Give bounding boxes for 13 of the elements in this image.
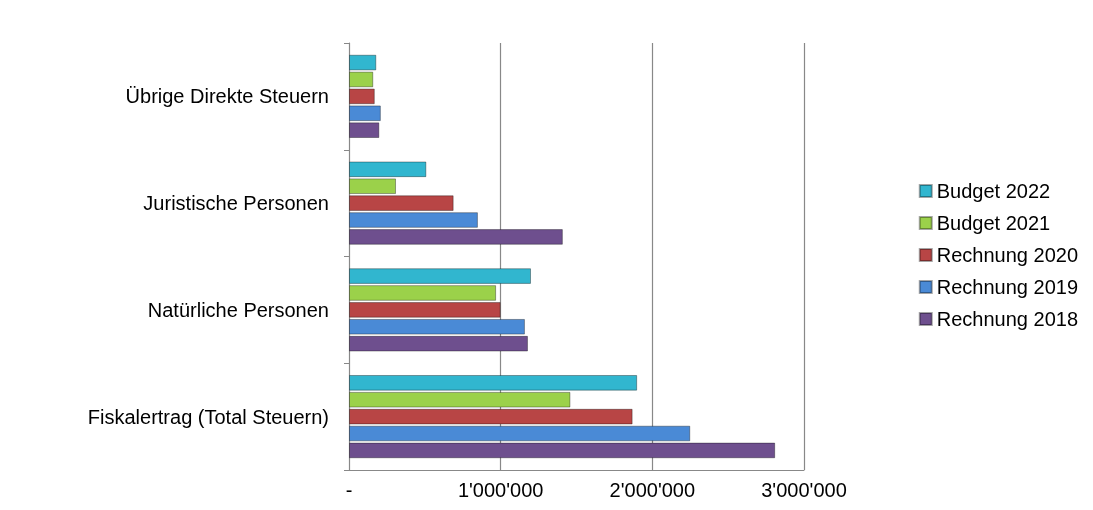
legend-label: Budget 2022 [936,180,1051,202]
legend-label: Rechnung 2019 [936,276,1078,298]
y-tick-label: Übrige Direkte Steuern [125,85,329,108]
legend-label: Budget 2021 [936,212,1051,234]
legend-label: Rechnung 2020 [936,244,1078,266]
x-tick-label: 1'000'000 [457,479,544,501]
x-tick-label: 3'000'000 [761,479,847,501]
y-tick-label: Fiskalertrag (Total Steuern) [87,405,329,428]
legend-label: Rechnung 2018 [936,308,1078,330]
x-tick-label: 2'000'000 [609,479,696,501]
x-tick-label: - [345,479,353,501]
y-tick-label: Juristische Personen [143,192,329,215]
y-tick-label: Natürliche Personen [147,298,329,321]
